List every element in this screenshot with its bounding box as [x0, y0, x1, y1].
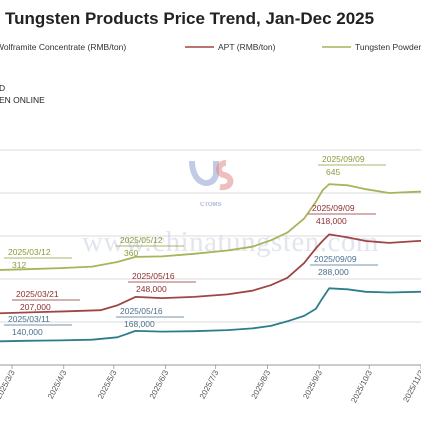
legend-item-tungsten-powder: Tungsten Powder (RMB/kg) [322, 42, 421, 52]
annotation-value: 207,000 [20, 302, 51, 312]
annotation-value: 248,000 [136, 284, 167, 294]
x-tick-label: 2025/6/3 [148, 368, 171, 400]
gridlines [0, 149, 421, 366]
annotation-value: 312 [12, 260, 26, 270]
note-line-2: EN ONLINE [0, 95, 45, 105]
annotation: 2025/09/09 645 [318, 154, 386, 177]
annotation-value: 645 [326, 167, 340, 177]
legend-label-wolframite: Wolframite Concentrate (RMB/ton) [0, 42, 126, 52]
legend-item-apt: APT (RMB/ton) [185, 42, 276, 52]
x-axis-ticks: 2025/3/3 2025/4/3 2025/5/3 2025/6/3 2025/7/3… [0, 365, 421, 404]
legend-label-apt: APT (RMB/ton) [218, 42, 276, 52]
annotation-date: 2025/09/09 [312, 203, 355, 213]
annotation-date: 2025/03/12 [8, 247, 51, 257]
annotation-value: 360 [124, 248, 138, 258]
legend-label-tungsten-powder: Tungsten Powder (RMB/kg) [355, 42, 421, 52]
annotation: 2025/05/12 360 [116, 235, 184, 258]
annotation: 2025/05/16 248,000 [128, 271, 196, 294]
annotation-date: 2025/03/21 [16, 289, 59, 299]
x-tick-label: 2025/11/3 [401, 368, 421, 404]
x-tick-label: 2025/4/3 [46, 368, 69, 400]
annotation: 2025/03/21 207,000 [12, 289, 80, 312]
legend-item-wolframite: Wolframite Concentrate (RMB/ton) [0, 42, 126, 52]
chart-title: Tungsten Products Price Trend, Jan-Dec 2… [5, 9, 374, 28]
annotation-value: 168,000 [124, 319, 155, 329]
series-lines [0, 183, 421, 343]
annotation-date: 2025/09/09 [322, 154, 365, 164]
annotation-date: 2025/03/11 [8, 314, 50, 324]
annotation-date: 2025/05/16 [120, 306, 163, 316]
x-tick-label: 2025/7/3 [198, 368, 221, 400]
annotation-date: 2025/09/09 [314, 254, 357, 264]
watermark-sub: CTOMS [200, 202, 222, 208]
annotation-value: 140,000 [12, 327, 43, 337]
x-tick-label: 2025/8/3 [250, 368, 273, 400]
annotation: 2025/09/09 418,000 [308, 203, 376, 226]
annotation: 2025/03/12 312 [4, 247, 72, 270]
legend: Wolframite Concentrate (RMB/ton) APT (RM… [0, 42, 421, 52]
note-line-1: D [0, 83, 5, 93]
annotation-date: 2025/05/12 [120, 235, 163, 245]
watermark-text: www.chinatungsten.com [82, 226, 379, 258]
x-tick-label: 2025/3/3 [0, 368, 17, 400]
annotation-date: 2025/05/16 [132, 271, 175, 281]
ctoms-logo-icon [189, 160, 234, 191]
annotation: 2025/09/09 288,000 [310, 254, 378, 277]
x-tick-label: 2025/10/3 [349, 368, 374, 404]
x-tick-label: 2025/9/3 [301, 368, 324, 400]
annotation-value: 288,000 [318, 267, 349, 277]
watermark: CTOMS www.chinatungsten.com [82, 160, 379, 258]
annotation: 2025/03/11 140,000 [4, 314, 72, 337]
x-tick-label: 2025/5/3 [96, 368, 119, 400]
annotations: 2025/03/11140,0002025/05/16168,0002025/0… [4, 154, 386, 337]
annotation-value: 418,000 [316, 216, 347, 226]
annotation: 2025/05/16 168,000 [116, 306, 184, 329]
